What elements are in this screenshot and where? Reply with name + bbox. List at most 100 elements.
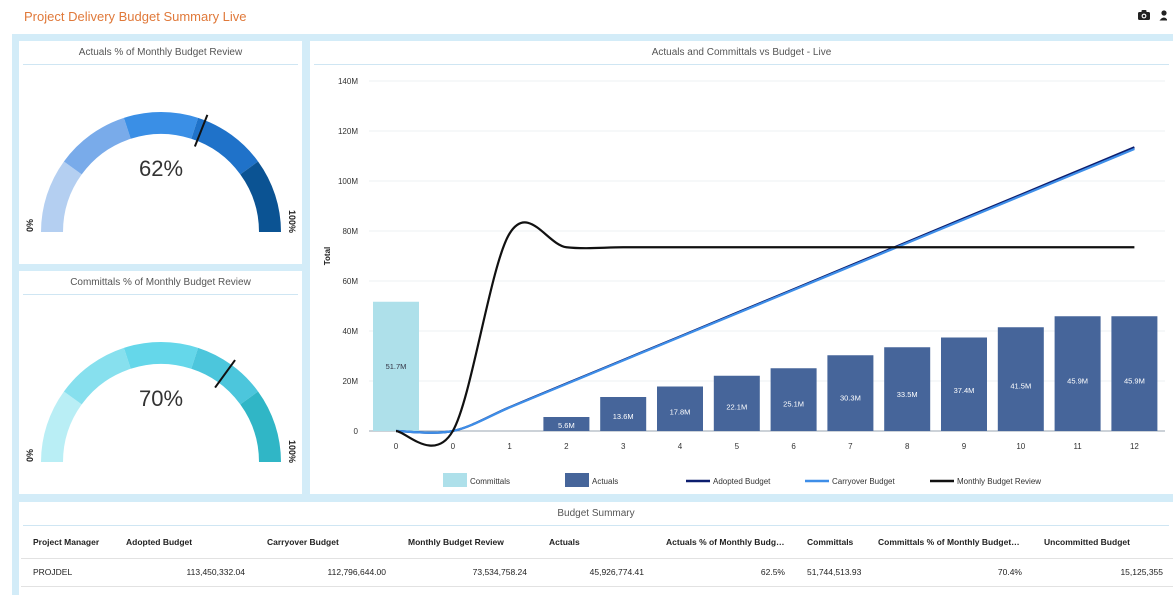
table-cell: 112,796,644.00: [255, 558, 396, 587]
y-tick-label: 80M: [342, 227, 358, 236]
gauge-marker: [193, 114, 209, 147]
x-tick-label: 0: [394, 442, 399, 451]
gauge-title: Actuals % of Monthly Budget Review: [78, 47, 243, 58]
y-tick-label: 40M: [342, 327, 358, 336]
bar-actuals: [600, 397, 647, 431]
bar-actuals: [713, 375, 760, 431]
legend-item: Monthly Budget Review: [930, 477, 1041, 486]
gauge-value: 70%: [139, 386, 183, 411]
x-tick-label: 2: [564, 442, 569, 451]
bar-data-label: 41.5M: [1010, 381, 1031, 390]
bar-actuals: [1111, 316, 1158, 431]
column-header[interactable]: Actuals % of Monthly Budget ...: [654, 526, 795, 559]
table-cell: 51,744,513.93: [795, 558, 866, 587]
bar-actuals: [827, 355, 874, 431]
divider: [23, 64, 298, 65]
column-header[interactable]: Adopted Budget: [114, 526, 255, 559]
column-header[interactable]: Carryover Budget: [255, 526, 396, 559]
gauge-max-label: 100%: [287, 210, 297, 233]
gauge-band: [191, 117, 259, 175]
line-monthly-budget-review: [395, 221, 1135, 447]
user-icon[interactable]: [1159, 9, 1167, 21]
x-tick-label: 10: [1016, 442, 1025, 451]
divider: [23, 294, 298, 295]
legend-label: Committals: [470, 477, 510, 486]
bar-data-label: 17.8M: [670, 407, 691, 416]
gauge-band: [123, 112, 199, 139]
bar-data-label: 45.9M: [1124, 377, 1145, 386]
legend-label: Adopted Budget: [713, 477, 771, 486]
gauge-max-label: 100%: [287, 440, 297, 463]
x-tick-label: 7: [848, 442, 853, 451]
bar-data-label: 51.7M: [386, 362, 407, 371]
bar-actuals: [884, 347, 931, 431]
y-tick-label: 120M: [338, 127, 358, 136]
column-header[interactable]: Actuals: [537, 526, 654, 559]
committals-gauge: 70% 0% 100%: [25, 342, 297, 463]
table-body: PROJDEL 113,450,332.04 112,796,644.00 73,53…: [21, 558, 1173, 587]
camera-icon[interactable]: [1137, 9, 1151, 21]
x-tick-label: 6: [791, 442, 796, 451]
bar-data-label: 37.4M: [954, 386, 975, 395]
bar-data-label: 5.6M: [558, 421, 575, 430]
legend-item: Carryover Budget: [805, 477, 895, 486]
table-title: Budget Summary: [557, 508, 635, 519]
column-header[interactable]: Committals % of Monthly Budget Review: [866, 526, 1032, 559]
bar-data-label: 45.9M: [1067, 377, 1088, 386]
gauge-min-label: 0%: [25, 449, 35, 462]
budget-chart-panel: Actuals and Committals vs Budget - Live …: [310, 41, 1173, 494]
table-cell: PROJDEL: [21, 558, 114, 587]
gauge-band: [191, 347, 259, 405]
bar-actuals: [941, 337, 987, 431]
top-bar: Project Delivery Budget Summary Live: [0, 0, 1173, 34]
gauge-band: [63, 347, 131, 405]
x-tick-label: 3: [621, 442, 626, 451]
actuals-gauge-panel: Actuals % of Monthly Budget Review 62% 0%…: [19, 41, 302, 264]
actuals-gauge: 62% 0% 100%: [25, 112, 297, 233]
gauge-band: [123, 342, 199, 369]
table-row[interactable]: PROJDEL 113,450,332.04 112,796,644.00 73,53…: [21, 558, 1173, 587]
bar-actuals: [657, 386, 703, 431]
page-title: Project Delivery Budget Summary Live: [24, 9, 247, 24]
budget-summary-table: Project Manager Adopted Budget Carryover B…: [21, 526, 1173, 587]
bar-committals: [373, 301, 419, 431]
x-tick-label: 1: [507, 442, 512, 451]
x-tick-label: 0: [451, 442, 456, 451]
legend-label: Actuals: [592, 477, 618, 486]
chart-title: Actuals and Committals vs Budget - Live: [651, 47, 832, 58]
table-cell: 45,926,774.41: [537, 558, 654, 587]
bar-actuals: [770, 368, 817, 431]
bar-data-label: 22.1M: [726, 403, 747, 412]
x-tick-label: 4: [678, 442, 683, 451]
bar-data-label: 33.5M: [897, 390, 918, 399]
line-carryover-budget: [395, 147, 1135, 434]
table-cell: 15,125,355: [1032, 558, 1173, 587]
legend-swatch: [443, 473, 467, 487]
top-icons: [1137, 9, 1167, 21]
x-tick-label: 9: [962, 442, 967, 451]
bar-actuals: [543, 417, 590, 431]
gauge-value: 62%: [139, 156, 183, 181]
bar-data-label: 13.6M: [613, 412, 634, 421]
gauge-band: [240, 161, 281, 232]
gauge-min-label: 0%: [25, 219, 35, 232]
gauge-marker: [214, 359, 236, 389]
table-header-row: Project Manager Adopted Budget Carryover B…: [21, 526, 1173, 559]
legend-item: Actuals: [565, 473, 618, 487]
legend-item: Committals: [443, 473, 510, 487]
gauge-title: Committals % of Monthly Budget Review: [70, 277, 251, 288]
column-header[interactable]: Monthly Budget Review: [396, 526, 537, 559]
bar-data-label: 30.3M: [840, 394, 861, 403]
y-tick-label: 100M: [338, 177, 358, 186]
table-cell: 62.5%: [654, 558, 795, 587]
table-cell: 70.4%: [866, 558, 1032, 587]
y-axis-label: Total: [323, 247, 332, 266]
x-tick-label: 5: [735, 442, 740, 451]
x-tick-label: 8: [905, 442, 910, 451]
column-header[interactable]: Project Manager: [21, 526, 114, 559]
y-tick-label: 0: [354, 427, 359, 436]
gauge-band: [41, 161, 82, 232]
column-header[interactable]: Committals: [795, 526, 866, 559]
column-header[interactable]: Uncommitted Budget: [1032, 526, 1173, 559]
